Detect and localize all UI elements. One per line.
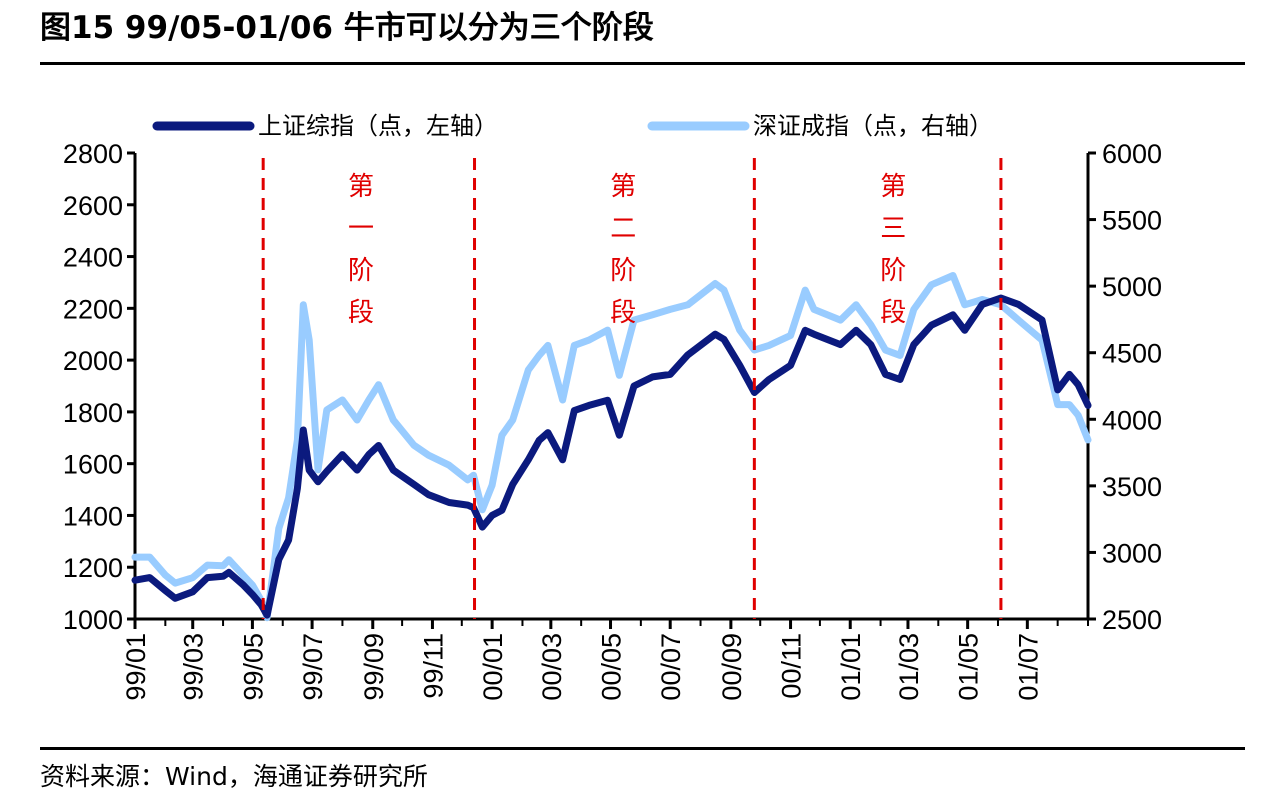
x-tick-label: 99/03	[179, 633, 209, 701]
x-tick-label: 00/01	[478, 633, 508, 701]
y-right-tick-label: 4000	[1102, 405, 1162, 435]
x-tick-label: 99/01	[121, 633, 151, 701]
x-tick-label: 01/05	[954, 633, 984, 701]
y-right-tick-label: 4500	[1102, 339, 1162, 369]
legend-label-shenzhen: 深证成指（点，右轴）	[753, 112, 993, 140]
y-left-tick-label: 2400	[63, 243, 123, 273]
y-right-tick-label: 5500	[1102, 206, 1162, 236]
legend-label-shanghai: 上证综指（点，左轴）	[258, 112, 498, 140]
x-tick-label: 00/03	[537, 633, 567, 701]
y-left-tick-label: 1200	[63, 553, 123, 583]
x-tick-label: 99/11	[418, 633, 448, 699]
x-tick-label: 01/03	[894, 633, 924, 701]
legend: 上证综指（点，左轴） 深证成指（点，右轴）	[152, 112, 993, 140]
y-left-tick-label: 2600	[63, 191, 123, 221]
x-tick-label: 99/09	[359, 633, 389, 701]
y-left-tick-label: 2200	[63, 294, 123, 324]
x-tick-label: 99/07	[298, 633, 328, 701]
x-tick-label: 01/01	[836, 633, 866, 701]
source-rule	[40, 747, 1245, 750]
y-right-tick-label: 6000	[1102, 139, 1162, 169]
title-rule	[40, 62, 1245, 65]
stage-label-second: 第二阶段	[610, 172, 637, 328]
y-right-tick-label: 3500	[1102, 472, 1162, 502]
x-tick-label: 00/07	[656, 633, 686, 701]
series-line-shanghai	[131, 294, 1092, 619]
y-right-tick-label: 5000	[1102, 272, 1162, 302]
stage-label-third: 第三阶段	[880, 172, 907, 328]
y-right-tick-label: 2500	[1102, 605, 1162, 635]
y-left-tick-label: 1600	[63, 450, 123, 480]
y-left-tick-label: 2800	[63, 139, 123, 169]
y-left-tick-label: 1400	[63, 501, 123, 531]
y-left-tick-label: 1000	[63, 605, 123, 635]
y-left-tick-label: 2000	[63, 346, 123, 376]
source-note: 资料来源：Wind，海通证券研究所	[40, 762, 428, 791]
x-tick-label: 00/05	[597, 633, 627, 701]
y-right-tick-label: 3000	[1102, 538, 1162, 568]
x-tick-label: 00/11	[777, 633, 807, 699]
chart-title: 图15 99/05-01/06 牛市可以分为三个阶段	[40, 10, 654, 46]
x-tick-label: 01/07	[1013, 633, 1043, 701]
x-tick-label: 99/05	[238, 633, 268, 701]
x-tick-label: 00/09	[717, 633, 747, 701]
stage-label-first: 第一阶段	[348, 172, 375, 328]
y-left-tick-label: 1800	[63, 398, 123, 428]
